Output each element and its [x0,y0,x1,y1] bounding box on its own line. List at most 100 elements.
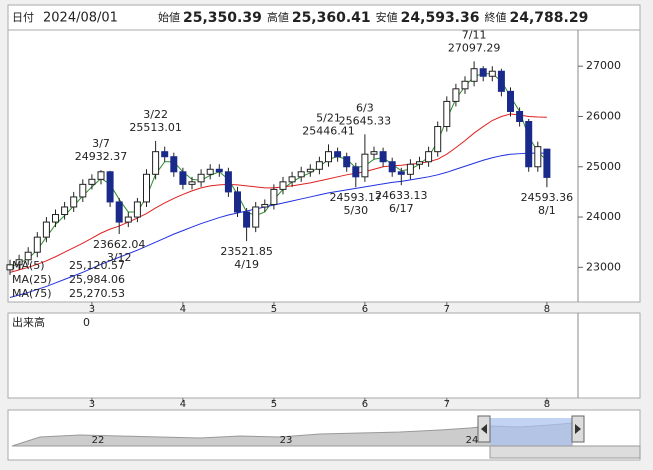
annotation-date: 6/17 [389,202,414,215]
candle-body [270,188,278,205]
volume-tick-label: 0 [83,316,90,329]
annotation-value: 25446.41 [302,124,355,137]
candle-body [334,151,342,158]
annotation-value: 27097.29 [448,41,501,54]
volume-label: 出来高 [12,315,45,329]
header-label: 終値 [484,10,506,24]
annotation-value: 24633.13 [375,189,428,202]
annotation-date: 3/12 [107,251,132,264]
annotation-value: 24932.37 [75,150,128,163]
header-label: 高値 [267,10,289,24]
annotation-value: 23521.85 [220,245,273,258]
candle-body [507,90,514,112]
volume-panel [7,312,641,399]
scrollbar[interactable] [489,445,641,459]
header-bar [7,4,641,31]
handle-arrow [481,424,487,434]
legend-name: MA(75) [12,287,52,300]
candle-body [52,214,59,223]
annotation-value: 25513.01 [129,121,182,134]
candle-body [361,153,369,178]
annotation-date: 7/11 [462,28,487,41]
candle-body [443,100,451,128]
annotation-value: 24593.36 [521,191,574,204]
x-tick-label: 3 [89,304,95,315]
navigator-label: 22 [92,435,105,446]
candle-body [243,211,251,228]
annotation-date: 4/19 [234,258,259,271]
x-tick-label: 8 [544,399,550,410]
candle-body [379,151,387,163]
header-value: 25,350.39 [183,10,262,26]
candle-body [479,68,487,77]
candle-body [106,171,114,203]
candle-body [42,221,50,238]
candle-body [6,264,14,271]
candle-body [206,168,214,175]
header-value: 24,788.29 [509,10,588,26]
navigator-label: 24 [466,435,479,446]
candle-body [416,161,423,165]
candle-body [61,206,69,216]
candle-body [516,110,524,123]
header-value: 24,593.36 [401,10,480,26]
annotation-date: 8/1 [538,204,556,217]
x-tick-label: 5 [271,304,277,315]
x-tick-label: 4 [180,399,186,410]
legend-box [10,258,126,301]
candle-body [215,168,223,173]
y-tick-label: 26000 [586,109,621,122]
navigator-window[interactable] [490,418,572,446]
candle-body [161,151,169,158]
header-value: 25,360.41 [292,10,371,26]
ma-line [9,152,547,298]
legend-name: MA(5) [12,259,45,272]
annotation-value: 24593.17 [330,191,383,204]
candle-body [397,171,405,175]
candle-body [133,201,141,218]
x-tick-label: 3 [89,399,95,410]
candle-body [370,151,378,155]
y-tick-label: 23000 [586,260,621,273]
candle-body [470,68,478,82]
candle-body [197,173,205,183]
candle-body [306,168,314,173]
candle-body [297,171,305,178]
candle-body [343,156,351,168]
candle-body [352,166,360,178]
candle-body [261,203,269,208]
date: 2024/08/01 [43,11,118,26]
candle-body [315,161,323,170]
legend-value: 25,120.57 [69,259,125,272]
y-tick-label: 27000 [586,59,621,72]
annotation-value: 23662.04 [93,238,146,251]
annotation-date: 5/21 [316,111,341,124]
candle-body [124,216,132,223]
candle-body [461,80,469,90]
y-tick-label: 24000 [586,210,621,223]
candle-body [488,70,496,77]
x-tick-label: 5 [271,399,277,410]
handle-arrow [575,424,581,434]
candle-body [179,171,187,185]
candle-body [525,121,533,168]
annotation-value: 25645.33 [339,114,392,127]
header-label: 安値 [376,10,398,24]
candle-body [79,183,87,198]
candle-body [288,176,296,183]
candle-body [497,70,505,92]
x-tick-label: 4 [180,304,186,315]
legend-value: 25,270.53 [69,287,125,300]
x-tick-label: 7 [444,304,450,315]
annotation-date: 5/30 [343,204,368,217]
candle-body [24,251,32,261]
ma-line [9,113,547,273]
candle-body [252,206,260,228]
candle-body [188,181,196,185]
x-tick-label: 8 [544,304,550,315]
candle-body [170,156,178,173]
candle-body [115,201,123,223]
candle-body [15,259,23,266]
header-label: 始値 [158,10,180,24]
